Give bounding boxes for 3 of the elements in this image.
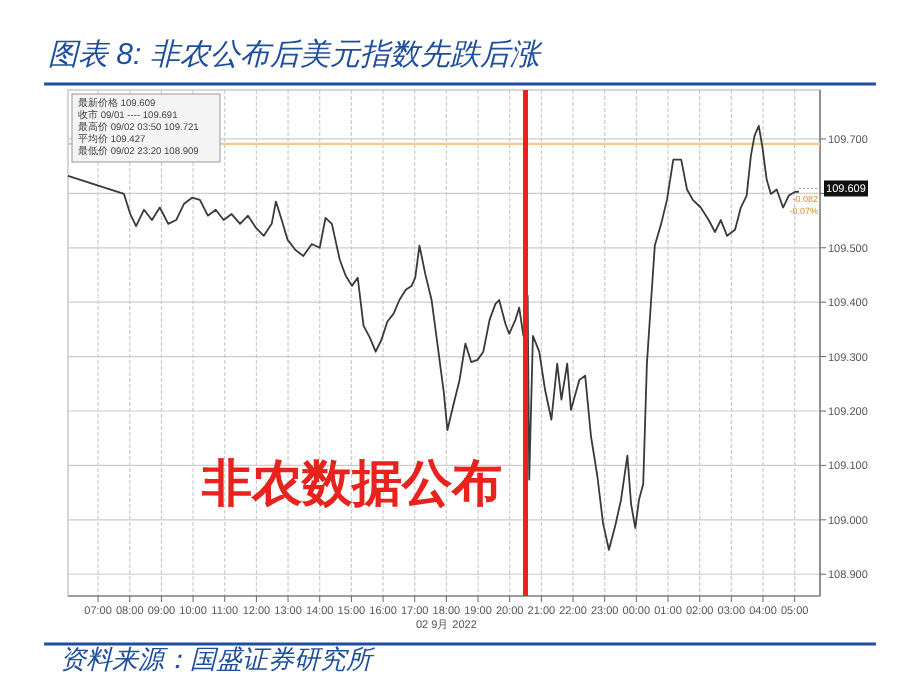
chart-title: 图表 8: 非农公布后美元指数先跌后涨	[48, 38, 544, 72]
text: 资料来源：国盛证券研究所	[60, 644, 376, 674]
ref-line-label: 非农数据公布	[199, 456, 502, 512]
